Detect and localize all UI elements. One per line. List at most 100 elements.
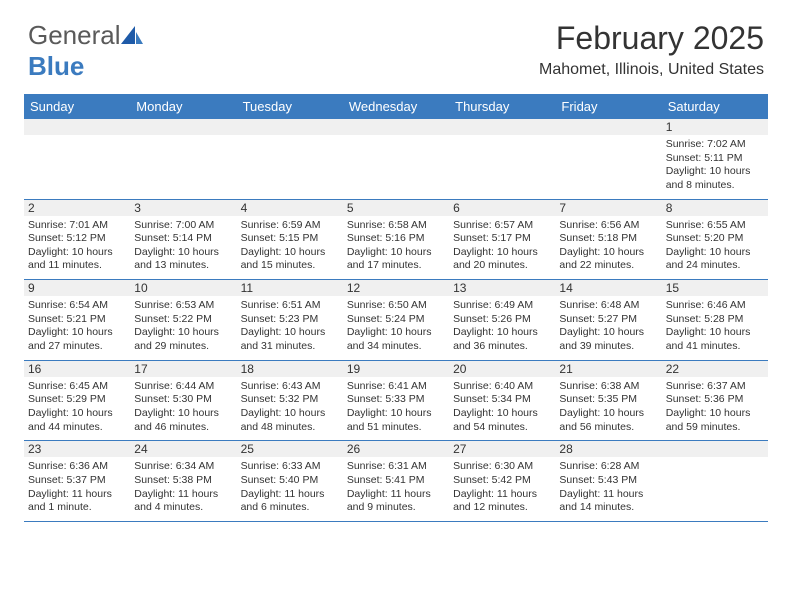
day-header-wednesday: Wednesday: [343, 94, 449, 119]
daylight-text: Daylight: 10 hours: [241, 407, 339, 421]
sunset-text: Sunset: 5:43 PM: [559, 474, 657, 488]
daylight-text: Daylight: 11 hours: [453, 488, 551, 502]
sunrise-text: Sunrise: 6:37 AM: [666, 380, 764, 394]
day-cell: Sunrise: 6:55 AMSunset: 5:20 PMDaylight:…: [662, 216, 768, 280]
day-cell: Sunrise: 6:38 AMSunset: 5:35 PMDaylight:…: [555, 377, 661, 441]
sunset-text: Sunset: 5:16 PM: [347, 232, 445, 246]
location-text: Mahomet, Illinois, United States: [539, 61, 764, 79]
daylight-text: Daylight: 10 hours: [28, 246, 126, 260]
day-cell: Sunrise: 6:40 AMSunset: 5:34 PMDaylight:…: [449, 377, 555, 441]
sunrise-text: Sunrise: 6:41 AM: [347, 380, 445, 394]
daylight-text: Daylight: 11 hours: [28, 488, 126, 502]
sunrise-text: Sunrise: 7:02 AM: [666, 138, 764, 152]
day-cell: Sunrise: 6:49 AMSunset: 5:26 PMDaylight:…: [449, 296, 555, 360]
day-number-cell: [237, 119, 343, 135]
daylight-text: and 24 minutes.: [666, 259, 764, 273]
logo-word2: Blue: [28, 51, 84, 81]
sunrise-text: Sunrise: 6:31 AM: [347, 460, 445, 474]
sunrise-text: Sunrise: 7:01 AM: [28, 219, 126, 233]
daylight-text: and 1 minute.: [28, 501, 126, 515]
daylight-text: and 4 minutes.: [134, 501, 232, 515]
week-row: Sunrise: 6:54 AMSunset: 5:21 PMDaylight:…: [24, 296, 768, 361]
day-cell: Sunrise: 6:56 AMSunset: 5:18 PMDaylight:…: [555, 216, 661, 280]
week-number-row: 16171819202122: [24, 361, 768, 377]
sunset-text: Sunset: 5:34 PM: [453, 393, 551, 407]
daylight-text: and 22 minutes.: [559, 259, 657, 273]
day-cell: [449, 135, 555, 199]
week-row: Sunrise: 6:36 AMSunset: 5:37 PMDaylight:…: [24, 457, 768, 522]
sunrise-text: Sunrise: 6:40 AM: [453, 380, 551, 394]
daylight-text: and 9 minutes.: [347, 501, 445, 515]
sunset-text: Sunset: 5:27 PM: [559, 313, 657, 327]
sunset-text: Sunset: 5:36 PM: [666, 393, 764, 407]
sunset-text: Sunset: 5:32 PM: [241, 393, 339, 407]
logo: GeneralBlue: [28, 20, 143, 82]
day-cell: Sunrise: 6:43 AMSunset: 5:32 PMDaylight:…: [237, 377, 343, 441]
day-cell: Sunrise: 6:53 AMSunset: 5:22 PMDaylight:…: [130, 296, 236, 360]
sunset-text: Sunset: 5:21 PM: [28, 313, 126, 327]
week-row: Sunrise: 6:45 AMSunset: 5:29 PM Daylight:…: [24, 377, 768, 442]
daylight-text: and 11 minutes.: [28, 259, 126, 273]
day-number-cell: 6: [449, 200, 555, 216]
daylight-text: and 44 minutes.: [28, 421, 126, 435]
sunrise-text: Sunrise: 6:43 AM: [241, 380, 339, 394]
week-number-row: 232425262728: [24, 441, 768, 457]
sunset-text: Sunset: 5:40 PM: [241, 474, 339, 488]
day-cell: Sunrise: 6:28 AMSunset: 5:43 PMDaylight:…: [555, 457, 661, 521]
day-number-cell: [24, 119, 130, 135]
daylight-text: Daylight: 10 hours: [453, 407, 551, 421]
daylight-text: and 39 minutes.: [559, 340, 657, 354]
day-number-cell: 19: [343, 361, 449, 377]
daylight-text: and 46 minutes.: [134, 421, 232, 435]
daylight-text: and 13 minutes.: [134, 259, 232, 273]
day-cell: Sunrise: 6:37 AMSunset: 5:36 PMDaylight:…: [662, 377, 768, 441]
sunset-text: Sunset: 5:28 PM: [666, 313, 764, 327]
daylight-text: Daylight: 11 hours: [347, 488, 445, 502]
day-cell: [662, 457, 768, 521]
daylight-text: Daylight: 11 hours: [241, 488, 339, 502]
day-number-cell: 26: [343, 441, 449, 457]
day-number-cell: 22: [662, 361, 768, 377]
day-cell: Sunrise: 6:57 AMSunset: 5:17 PMDaylight:…: [449, 216, 555, 280]
title-block: February 2025 Mahomet, Illinois, United …: [539, 20, 764, 79]
sunset-text: Sunset: 5:33 PM: [347, 393, 445, 407]
daylight-text: Daylight: 10 hours: [666, 165, 764, 179]
day-cell: Sunrise: 7:01 AMSunset: 5:12 PMDaylight:…: [24, 216, 130, 280]
page-header: GeneralBlue February 2025 Mahomet, Illin…: [0, 0, 792, 88]
sunset-text: Sunset: 5:29 PM: [28, 393, 126, 407]
week-number-row: 1: [24, 119, 768, 135]
day-header-friday: Friday: [555, 94, 661, 119]
day-cell: Sunrise: 6:48 AMSunset: 5:27 PMDaylight:…: [555, 296, 661, 360]
sunrise-text: Sunrise: 6:48 AM: [559, 299, 657, 313]
daylight-text: and 54 minutes.: [453, 421, 551, 435]
day-number-cell: 13: [449, 280, 555, 296]
day-header-sunday: Sunday: [24, 94, 130, 119]
day-header-saturday: Saturday: [662, 94, 768, 119]
daylight-text: Daylight: 10 hours: [453, 246, 551, 260]
day-number-cell: 8: [662, 200, 768, 216]
day-cell: Sunrise: 6:59 AMSunset: 5:15 PMDaylight:…: [237, 216, 343, 280]
day-cell: Sunrise: 6:30 AMSunset: 5:42 PMDaylight:…: [449, 457, 555, 521]
day-number-cell: 11: [237, 280, 343, 296]
sunset-text: Sunset: 5:24 PM: [347, 313, 445, 327]
sunset-text: Sunset: 5:14 PM: [134, 232, 232, 246]
day-cell: Sunrise: 6:31 AMSunset: 5:41 PMDaylight:…: [343, 457, 449, 521]
sunrise-text: Sunrise: 6:59 AM: [241, 219, 339, 233]
logo-word1: General: [28, 20, 121, 50]
day-cell: Sunrise: 6:33 AMSunset: 5:40 PMDaylight:…: [237, 457, 343, 521]
daylight-text: Daylight: 10 hours: [134, 407, 232, 421]
daylight-text: Daylight: 10 hours: [241, 246, 339, 260]
week-row: Sunrise: 7:01 AMSunset: 5:12 PMDaylight:…: [24, 216, 768, 281]
daylight-text: Daylight: 10 hours: [347, 326, 445, 340]
daylight-text: and 36 minutes.: [453, 340, 551, 354]
daylight-text: and 59 minutes.: [666, 421, 764, 435]
day-number-cell: 10: [130, 280, 236, 296]
day-cell: [555, 135, 661, 199]
week-number-row: 2345678: [24, 200, 768, 216]
month-title: February 2025: [539, 20, 764, 57]
day-cell: Sunrise: 6:50 AMSunset: 5:24 PMDaylight:…: [343, 296, 449, 360]
sunrise-text: Sunrise: 6:45 AM: [28, 380, 126, 394]
logo-sail-icon: [121, 20, 143, 51]
day-cell: Sunrise: 6:34 AMSunset: 5:38 PMDaylight:…: [130, 457, 236, 521]
day-cell: Sunrise: 6:58 AMSunset: 5:16 PMDaylight:…: [343, 216, 449, 280]
